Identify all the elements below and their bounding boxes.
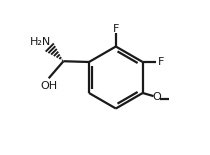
Text: OH: OH xyxy=(41,81,58,91)
Text: O: O xyxy=(153,92,161,102)
Text: F: F xyxy=(113,24,119,34)
Text: F: F xyxy=(158,57,164,67)
Text: H₂N: H₂N xyxy=(30,37,51,47)
